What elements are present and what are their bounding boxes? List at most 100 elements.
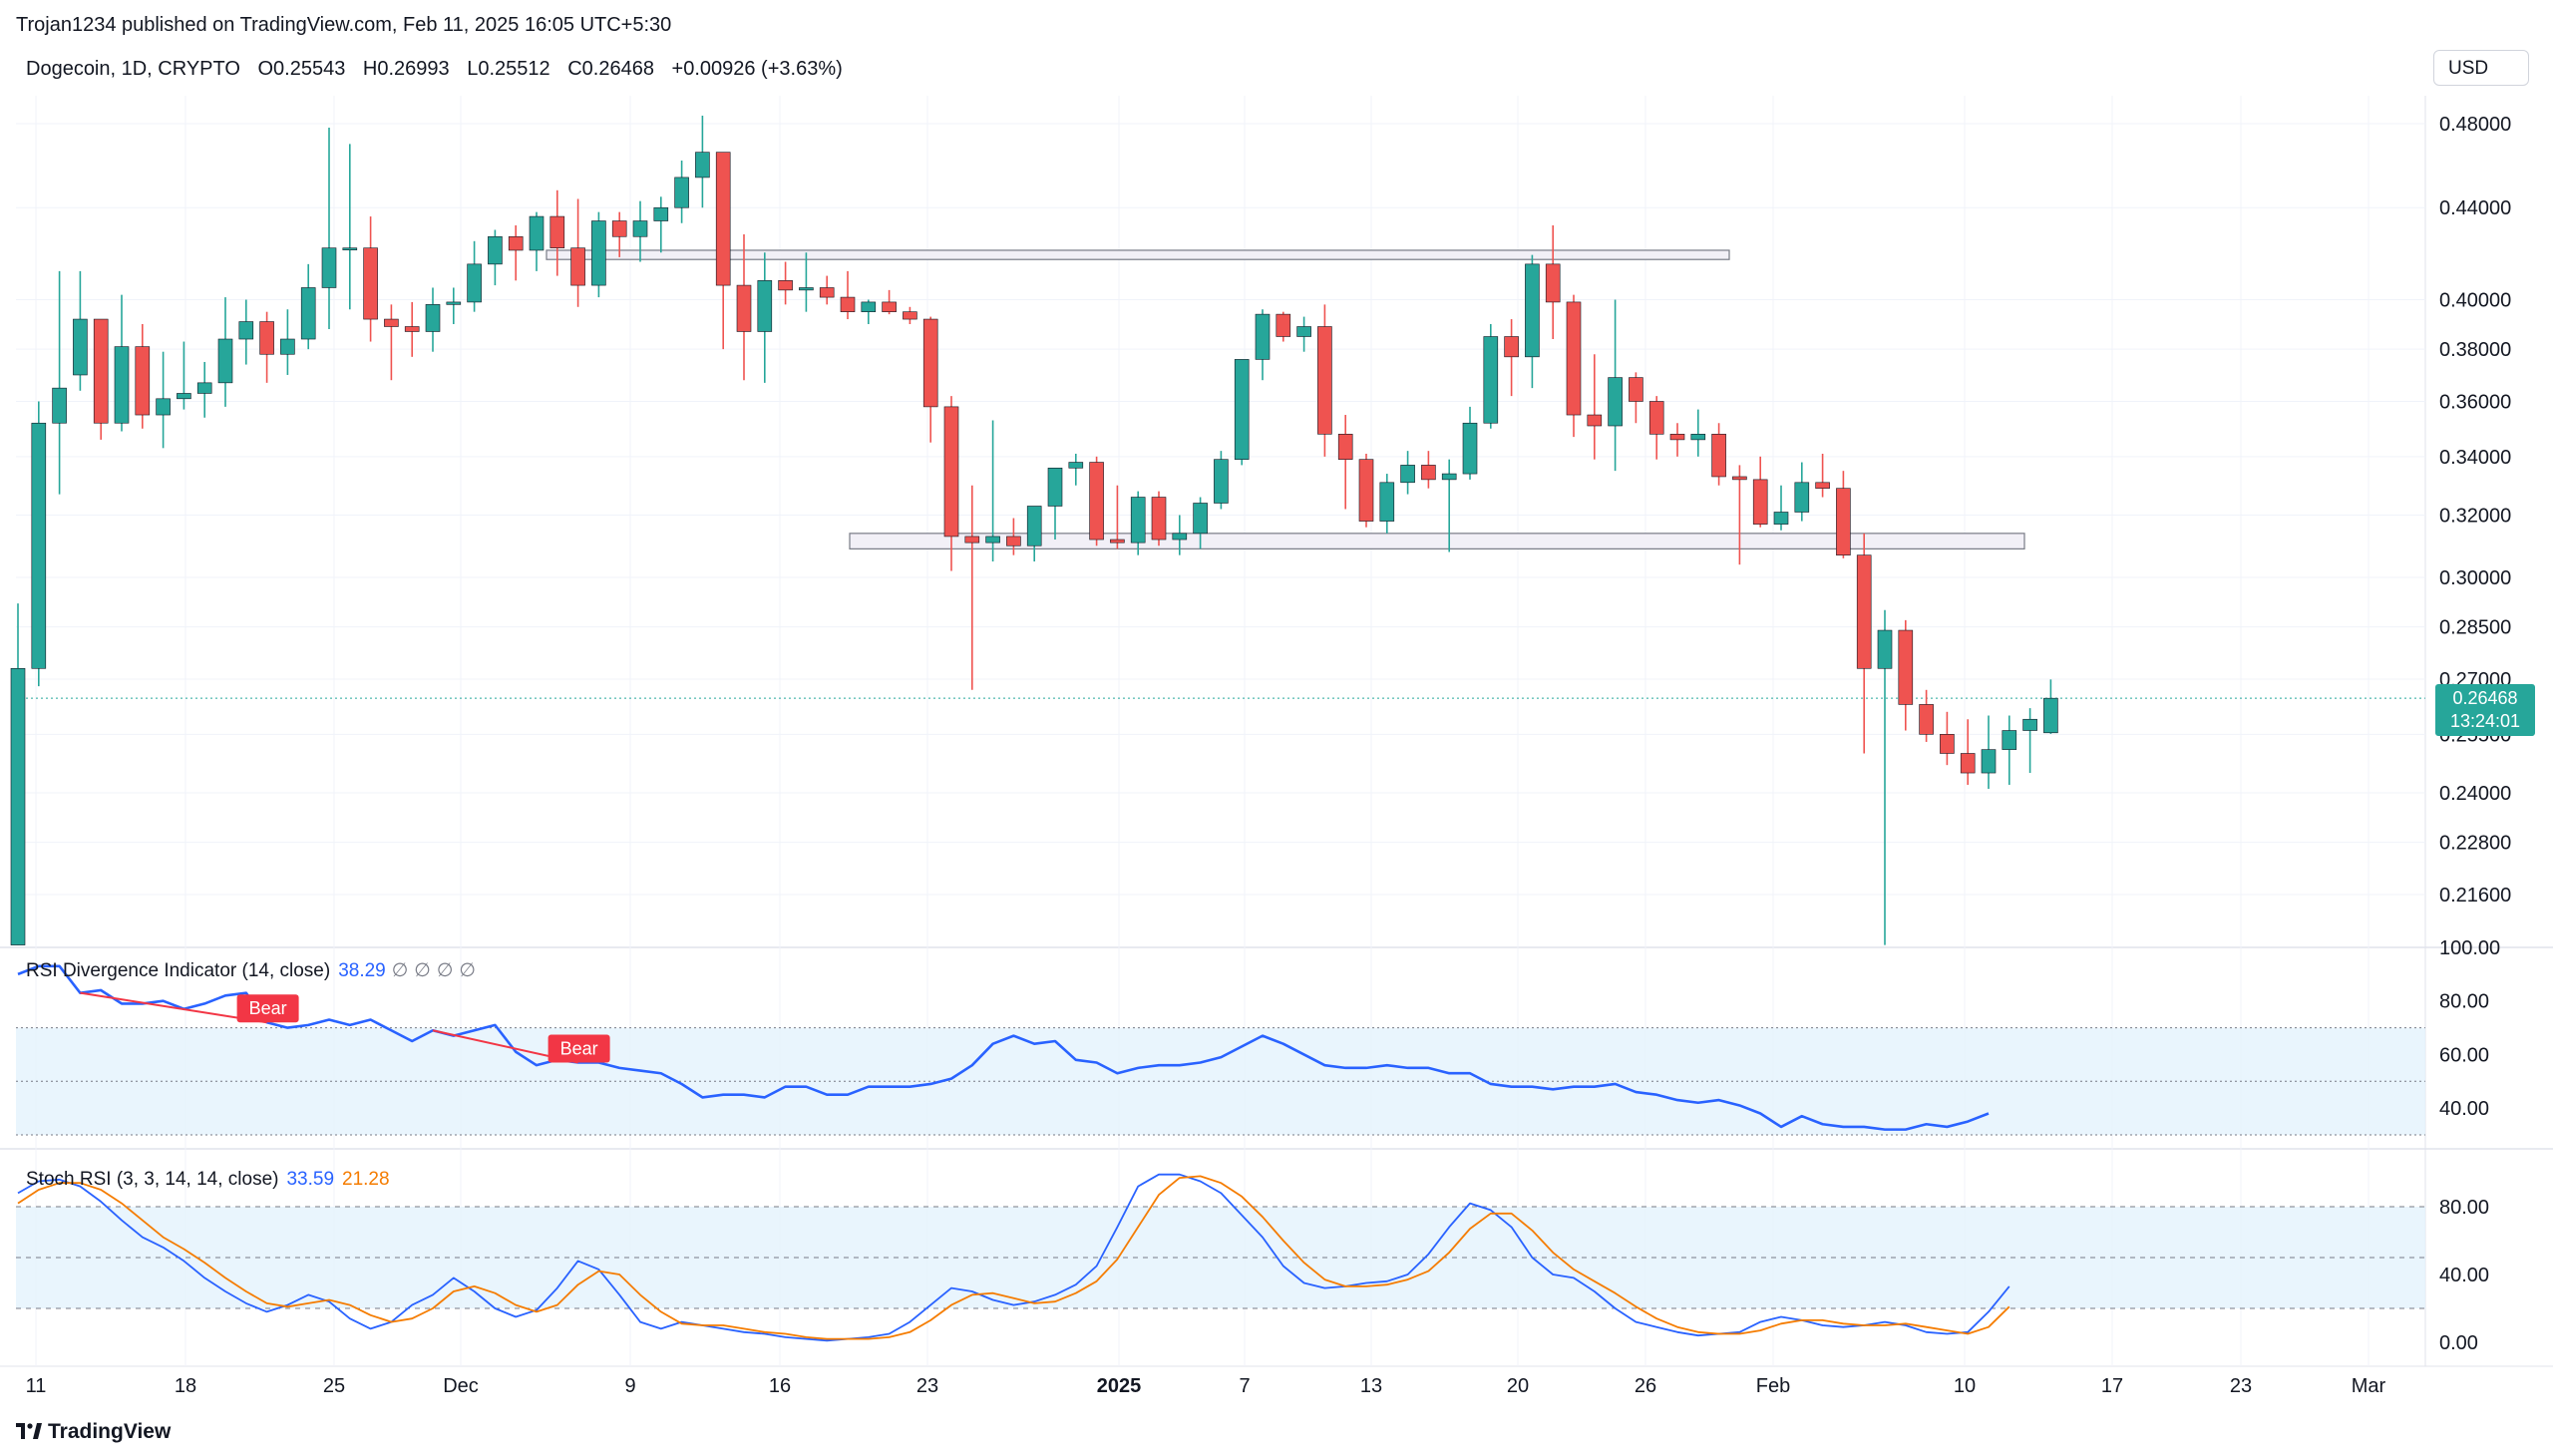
ohlc-high: H0.26993 — [362, 58, 450, 80]
last-price-value: 0.26468 — [2452, 688, 2518, 708]
candle-body — [1648, 401, 1664, 435]
candle-body — [757, 280, 773, 332]
bear-divergence-line — [80, 991, 267, 1024]
candle-body — [404, 326, 420, 332]
candle-body — [695, 152, 710, 179]
candle-body — [1898, 629, 1914, 705]
candle-body — [300, 287, 316, 340]
candle-body — [1940, 734, 1955, 754]
candle-body — [1504, 336, 1519, 358]
rsi-title: RSI Divergence Indicator (14, close) — [26, 960, 331, 981]
bear-label-box — [547, 1034, 610, 1063]
time-axis-label: Mar — [2352, 1375, 2386, 1397]
rsi-axis-label: 60.00 — [2439, 1044, 2489, 1066]
time-axis-label: 2025 — [1097, 1375, 1142, 1397]
price-axis-label: 0.32000 — [2439, 506, 2511, 528]
price-axis-label: 0.34000 — [2439, 447, 2511, 469]
publisher-caption: Trojan1234 published on TradingView.com,… — [16, 14, 672, 36]
stoch-axis-label: 40.00 — [2439, 1265, 2489, 1286]
rsi-value: 38.29 — [338, 960, 386, 981]
time-axis-label: 25 — [323, 1375, 345, 1397]
resistance-zone — [546, 249, 1730, 260]
candle-body — [819, 287, 835, 298]
candle-body — [1877, 629, 1893, 669]
candle-body — [363, 247, 378, 320]
tradingview-logo[interactable]: TradingView — [16, 1420, 171, 1444]
candle-body — [1629, 377, 1643, 402]
candle-body — [1462, 422, 1478, 475]
candle-body — [52, 387, 67, 424]
candle-body — [2002, 730, 2017, 750]
candle-body — [1151, 497, 1167, 541]
candle-body — [1047, 467, 1063, 507]
candle-body — [529, 215, 545, 251]
candle-body — [467, 263, 482, 303]
candle-body — [1608, 377, 1623, 427]
time-axis-label: 26 — [1635, 1375, 1656, 1397]
rsi-hidden-values-icon: ∅∅∅∅ — [391, 960, 482, 981]
stoch-title: Stoch RSI (3, 3, 14, 14, close) — [26, 1169, 279, 1190]
candle-body — [1068, 462, 1084, 469]
time-axis-label: 17 — [2101, 1375, 2123, 1397]
time-axis-label: Feb — [1756, 1375, 1790, 1397]
candle-body — [1421, 465, 1436, 481]
stoch-k-value: 33.59 — [286, 1169, 335, 1190]
candle-body — [1960, 753, 1976, 774]
time-axis-label: Dec — [443, 1375, 479, 1397]
time-axis-label: 11 — [26, 1375, 47, 1397]
candle-body — [1690, 434, 1706, 441]
rsi-band-fill — [16, 1027, 2425, 1135]
price-axis-label: 0.28500 — [2439, 617, 2511, 639]
candle-body — [1026, 506, 1042, 546]
ohlc-open: O0.25543 — [257, 58, 346, 80]
candle-body — [1711, 434, 1726, 478]
time-axis-label: 13 — [1360, 1375, 1382, 1397]
candle-body — [259, 321, 274, 355]
candle-body — [611, 220, 627, 237]
candle-body — [922, 318, 938, 408]
candle-body — [653, 206, 669, 221]
candle-body — [840, 296, 856, 312]
last-price-tag: 0.26468 13:24:01 — [2435, 684, 2535, 736]
time-axis-label: 23 — [916, 1375, 938, 1397]
time-axis-label: 23 — [2230, 1375, 2252, 1397]
candle-body — [799, 287, 814, 291]
candle-body — [715, 152, 731, 286]
candle-body — [135, 346, 151, 416]
candle-body — [903, 311, 917, 320]
candle-body — [2022, 718, 2037, 731]
candle-body — [1545, 263, 1561, 303]
bear-label-text: Bear — [560, 1038, 598, 1058]
currency-selector[interactable]: USD — [2433, 50, 2529, 86]
candle-body — [342, 247, 358, 250]
candle-body — [1296, 326, 1311, 337]
candle-body — [508, 235, 524, 251]
bar-countdown: 13:24:01 — [2449, 711, 2521, 731]
rsi-line — [17, 964, 1990, 1131]
candle-body — [861, 301, 877, 312]
candle-body — [321, 247, 337, 288]
time-axis-label: 9 — [624, 1375, 635, 1397]
price-axis-label: 0.44000 — [2439, 197, 2511, 219]
time-axis-label: 10 — [1954, 1375, 1976, 1397]
candle-body — [1006, 536, 1021, 546]
stoch-legend: Stoch RSI (3, 3, 14, 14, close) 33.59 21.2… — [26, 1169, 390, 1191]
bear-label-text: Bear — [249, 998, 287, 1018]
symbol-name: Dogecoin, 1D, CRYPTO — [26, 58, 240, 80]
candle-body — [1483, 336, 1499, 424]
stoch-axis-label: 80.00 — [2439, 1197, 2489, 1219]
ohlc-low: L0.25512 — [467, 58, 550, 80]
price-axis-label: 0.36000 — [2439, 391, 2511, 413]
candle-body — [1525, 263, 1540, 358]
candle-body — [1400, 465, 1415, 484]
stoch-d-value: 21.28 — [342, 1169, 390, 1190]
candle-body — [114, 346, 130, 424]
stoch-d-line — [17, 1175, 2010, 1340]
candle-body — [964, 536, 980, 544]
rsi-axis-label: 100.00 — [2439, 937, 2500, 959]
candle-body — [1794, 482, 1810, 513]
candle-body — [736, 284, 752, 332]
price-axis-label: 0.21600 — [2439, 885, 2511, 907]
candle-body — [2043, 697, 2058, 734]
